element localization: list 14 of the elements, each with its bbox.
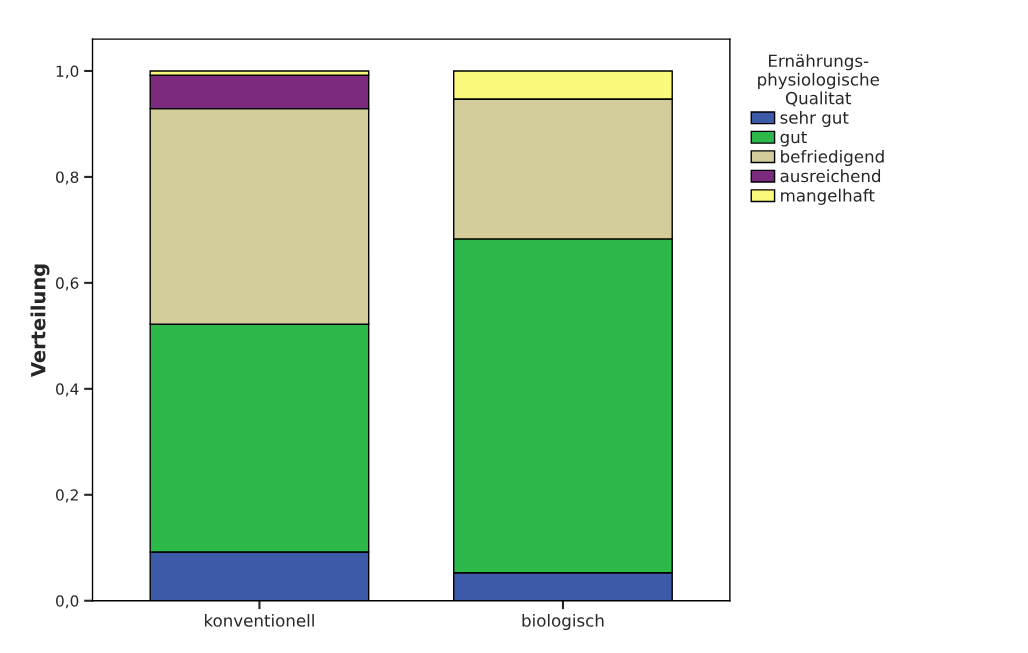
y-tick-label: 0,4	[56, 383, 79, 397]
y-axis-title: Verteilung	[30, 264, 50, 377]
y-tick-label: 0,2	[56, 489, 78, 503]
legend-label: sehr gut	[780, 110, 849, 128]
y-tick-label: 0,8	[56, 171, 79, 185]
x-tick-label: biologisch	[522, 613, 604, 631]
legend-label: mangelhaft	[781, 188, 875, 205]
legend-label: befriedigend	[781, 149, 884, 167]
x-tick-label: konventionell	[205, 613, 314, 627]
legend-label: gut	[780, 131, 807, 147]
legend-label: ausreichend	[780, 169, 881, 183]
y-tick-label: 0,0	[56, 595, 79, 609]
y-tick-label: 1,0	[56, 65, 79, 79]
y-tick-label: 0,6	[56, 277, 79, 291]
